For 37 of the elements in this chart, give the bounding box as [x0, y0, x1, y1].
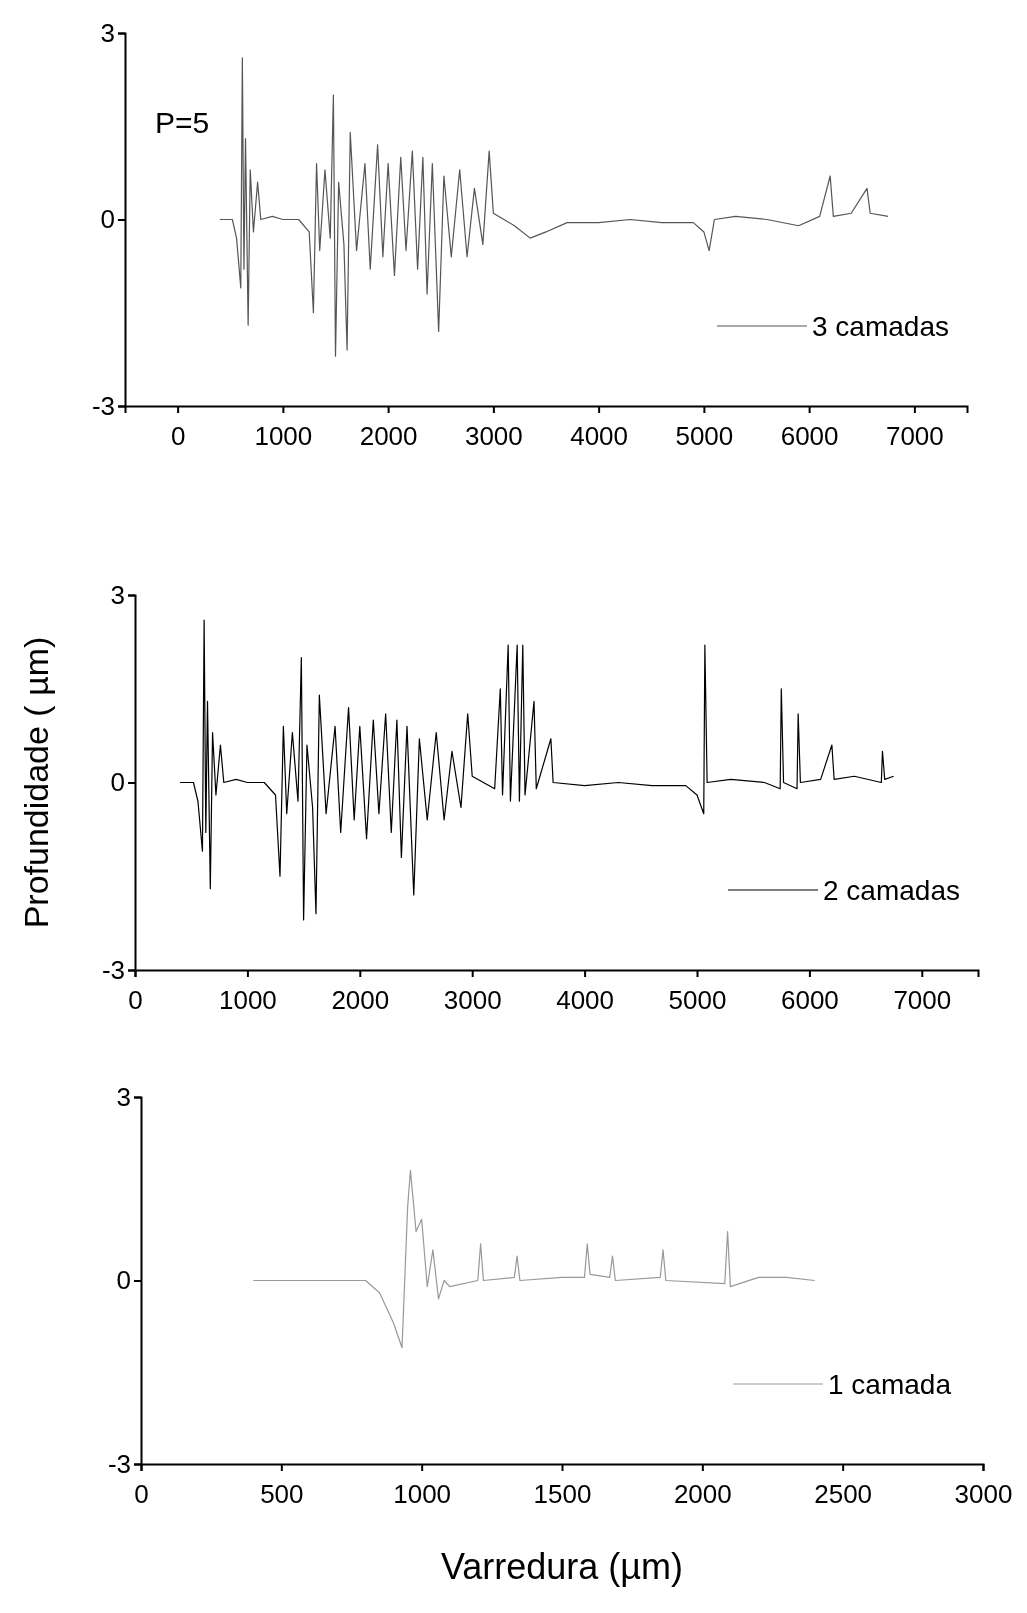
x-tick-label: 5000 — [668, 984, 727, 1015]
x-tick-label: 2000 — [673, 1478, 732, 1509]
x-tick-label: 1000 — [393, 1478, 452, 1509]
x-tick-label: 5000 — [675, 420, 734, 451]
y-tick-label: 0 — [116, 1265, 131, 1296]
x-tick-label: 2000 — [359, 420, 418, 451]
y-tick-label: 3 — [110, 579, 125, 610]
y-tick-label: 3 — [116, 1081, 131, 1112]
x-tick-label: 2000 — [331, 984, 390, 1015]
x-tick-label: 3000 — [464, 420, 523, 451]
x-tick-label: 7000 — [893, 984, 952, 1015]
x-tick-label: 500 — [260, 1478, 304, 1509]
x-tick-label: 4000 — [570, 420, 629, 451]
annotation: P=5 — [155, 106, 210, 139]
x-tick-label: 2500 — [814, 1478, 873, 1509]
y-tick-label: -3 — [91, 390, 115, 421]
x-tick-label: 3000 — [443, 984, 502, 1015]
y-axis-title: Profundidade ( µm) — [17, 636, 55, 929]
y-tick-label: 0 — [110, 767, 125, 798]
line-series — [252, 1169, 816, 1349]
legend-label: 3 camadas — [812, 311, 949, 342]
x-tick-label: 0 — [170, 420, 186, 451]
x-tick-label: 3000 — [954, 1478, 1013, 1509]
legend-label: 2 camadas — [823, 875, 960, 906]
x-tick-label: 1000 — [254, 420, 313, 451]
x-tick-label: 4000 — [556, 984, 615, 1015]
y-tick-label: 0 — [100, 204, 115, 235]
y-tick-label: 3 — [100, 17, 115, 48]
x-tick-label: 1000 — [218, 984, 277, 1015]
y-tick-label: -3 — [101, 954, 125, 985]
x-tick-label: 6000 — [780, 420, 839, 451]
x-axis-title: Varredura (µm) — [440, 1546, 684, 1587]
y-tick-label: -3 — [107, 1448, 131, 1479]
x-tick-label: 1500 — [533, 1478, 592, 1509]
x-tick-label: 7000 — [885, 420, 944, 451]
legend-label: 1 camada — [828, 1369, 952, 1400]
x-tick-label: 6000 — [780, 984, 839, 1015]
